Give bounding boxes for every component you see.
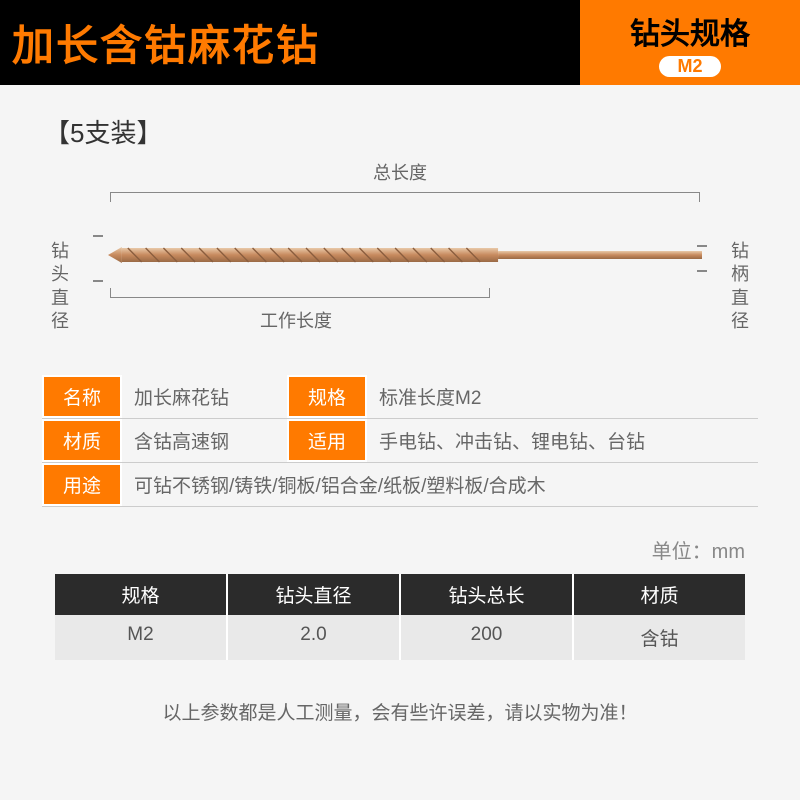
info-val-name: 加长麻花钻 <box>122 375 287 418</box>
total-length-bracket <box>110 192 700 202</box>
info-val-material: 含钴高速钢 <box>122 419 287 462</box>
shank-diameter-label: 钻柄直径 <box>710 240 770 334</box>
tip-diameter-label: 钻头直径 <box>30 240 90 334</box>
spec-table-row: M2 2.0 200 含钴 <box>55 615 745 660</box>
info-label-fit: 适用 <box>287 419 367 462</box>
header-spec-block: 钻头规格 M2 <box>580 0 800 85</box>
spec-table: 规格 钻头直径 钻头总长 材质 M2 2.0 200 含钴 <box>55 574 745 660</box>
drill-bit-graphic <box>108 245 702 265</box>
spec-badge: M2 <box>659 56 720 77</box>
header-bar: 加长含钴麻花钻 钻头规格 M2 <box>0 0 800 85</box>
unit-label: 单位：mm <box>0 535 745 564</box>
product-title: 加长含钴麻花钻 <box>12 12 320 73</box>
disclaimer-note: 以上参数都是人工测量，会有些许误差，请以实物为准！ <box>0 698 800 725</box>
work-length-bracket <box>110 288 490 298</box>
info-table: 名称 加长麻花钻 规格 标准长度M2 材质 含钴高速钢 适用 手电钻、冲击钻、锂… <box>42 375 758 507</box>
spec-cell: M2 <box>55 615 228 660</box>
spec-col: 钻头总长 <box>401 574 574 615</box>
pack-label: 【5支装】 <box>0 85 800 150</box>
tip-tick-b <box>93 280 103 282</box>
spec-col: 规格 <box>55 574 228 615</box>
spec-col: 材质 <box>574 574 745 615</box>
spec-heading: 钻头规格 <box>630 9 750 53</box>
info-label-use: 用途 <box>42 463 122 506</box>
dimension-diagram: 总长度 钻头直径 钻柄直径 <box>30 150 770 375</box>
info-val-spec: 标准长度M2 <box>367 375 758 418</box>
work-length-label: 工作长度 <box>260 310 332 333</box>
shank-tick-b <box>697 270 707 272</box>
info-row: 名称 加长麻花钻 规格 标准长度M2 <box>42 375 758 419</box>
header-title-block: 加长含钴麻花钻 <box>0 0 580 85</box>
spec-cell: 2.0 <box>228 615 401 660</box>
info-row: 材质 含钴高速钢 适用 手电钻、冲击钻、锂电钻、台钻 <box>42 419 758 463</box>
spec-cell: 含钴 <box>574 615 745 660</box>
spec-col: 钻头直径 <box>228 574 401 615</box>
tip-tick <box>93 235 103 237</box>
info-val-use: 可钻不锈钢/铸铁/铜板/铝合金/纸板/塑料板/合成木 <box>122 463 758 506</box>
spec-cell: 200 <box>401 615 574 660</box>
info-row: 用途 可钻不锈钢/铸铁/铜板/铝合金/纸板/塑料板/合成木 <box>42 463 758 507</box>
total-length-label: 总长度 <box>373 162 427 185</box>
info-label-material: 材质 <box>42 419 122 462</box>
info-label-spec: 规格 <box>287 375 367 418</box>
info-label-name: 名称 <box>42 375 122 418</box>
spec-table-head: 规格 钻头直径 钻头总长 材质 <box>55 574 745 615</box>
info-val-fit: 手电钻、冲击钻、锂电钻、台钻 <box>367 419 758 462</box>
